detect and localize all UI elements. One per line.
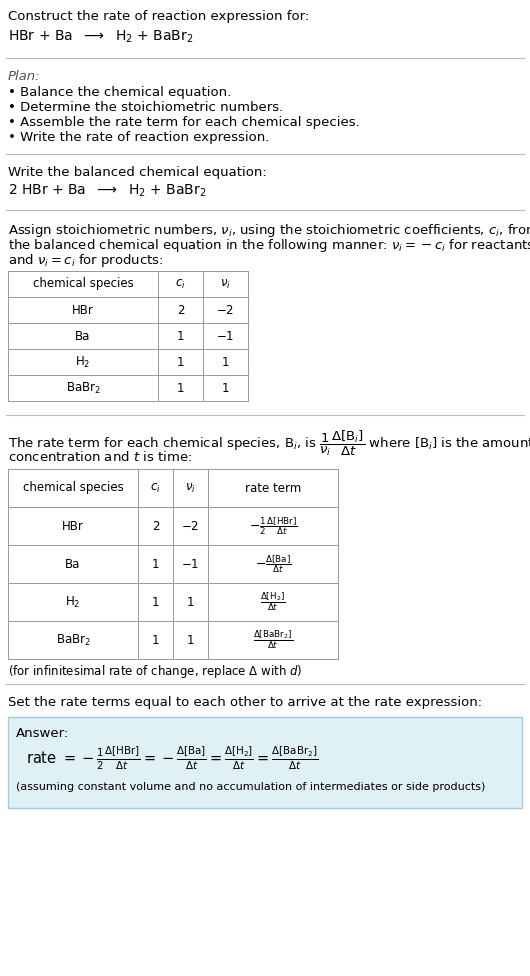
Text: 1: 1 [176, 330, 184, 343]
Text: $-2$: $-2$ [181, 519, 200, 533]
Text: $c_i$: $c_i$ [175, 277, 186, 291]
Text: Answer:: Answer: [16, 727, 69, 740]
Text: Ba: Ba [75, 330, 91, 343]
Text: BaBr$_2$: BaBr$_2$ [56, 632, 90, 647]
Text: 2 HBr + Ba  $\longrightarrow$  H$_2$ + BaBr$_2$: 2 HBr + Ba $\longrightarrow$ H$_2$ + BaB… [8, 183, 207, 199]
Text: Assign stoichiometric numbers, $\nu_i$, using the stoichiometric coefficients, $: Assign stoichiometric numbers, $\nu_i$, … [8, 222, 530, 239]
Text: $-1$: $-1$ [216, 330, 235, 343]
Text: 1: 1 [187, 633, 195, 646]
Text: Write the balanced chemical equation:: Write the balanced chemical equation: [8, 166, 267, 179]
Text: chemical species: chemical species [23, 481, 123, 495]
Text: The rate term for each chemical species, B$_i$, is $\dfrac{1}{\nu_i}\dfrac{\Delt: The rate term for each chemical species,… [8, 429, 530, 459]
Text: HBr: HBr [72, 304, 94, 316]
Text: chemical species: chemical species [33, 277, 134, 291]
Text: $\nu_i$: $\nu_i$ [220, 277, 231, 291]
Text: HBr + Ba  $\longrightarrow$  H$_2$ + BaBr$_2$: HBr + Ba $\longrightarrow$ H$_2$ + BaBr$… [8, 29, 193, 46]
Text: Ba: Ba [65, 557, 81, 571]
Text: rate $= -\frac{1}{2}\frac{\Delta[\mathrm{HBr}]}{\Delta t} = -\frac{\Delta[\mathr: rate $= -\frac{1}{2}\frac{\Delta[\mathrm… [26, 745, 319, 772]
Text: 2: 2 [152, 519, 159, 533]
Text: $\nu_i$: $\nu_i$ [185, 481, 196, 495]
Text: $-2$: $-2$ [216, 304, 235, 316]
Text: (for infinitesimal rate of change, replace $\Delta$ with $d$): (for infinitesimal rate of change, repla… [8, 663, 303, 680]
Text: concentration and $t$ is time:: concentration and $t$ is time: [8, 450, 192, 464]
Text: 1: 1 [222, 355, 229, 369]
Text: Set the rate terms equal to each other to arrive at the rate expression:: Set the rate terms equal to each other t… [8, 696, 482, 709]
Text: 1: 1 [176, 382, 184, 394]
Text: • Determine the stoichiometric numbers.: • Determine the stoichiometric numbers. [8, 101, 283, 114]
Text: (assuming constant volume and no accumulation of intermediates or side products): (assuming constant volume and no accumul… [16, 782, 485, 792]
Text: and $\nu_i = c_i$ for products:: and $\nu_i = c_i$ for products: [8, 252, 164, 269]
Text: 1: 1 [152, 595, 159, 608]
Text: • Assemble the rate term for each chemical species.: • Assemble the rate term for each chemic… [8, 116, 360, 129]
FancyBboxPatch shape [8, 717, 522, 808]
Text: H$_2$: H$_2$ [65, 594, 81, 610]
Text: $\frac{\Delta[\mathrm{BaBr_2}]}{\Delta t}$: $\frac{\Delta[\mathrm{BaBr_2}]}{\Delta t… [253, 629, 293, 651]
Text: BaBr$_2$: BaBr$_2$ [66, 381, 100, 395]
Text: 1: 1 [176, 355, 184, 369]
Text: Plan:: Plan: [8, 70, 41, 83]
Text: 1: 1 [152, 633, 159, 646]
Text: 2: 2 [176, 304, 184, 316]
Text: $-1$: $-1$ [181, 557, 200, 571]
Text: rate term: rate term [245, 481, 301, 495]
Text: the balanced chemical equation in the following manner: $\nu_i = -c_i$ for react: the balanced chemical equation in the fo… [8, 237, 530, 254]
Text: HBr: HBr [62, 519, 84, 533]
Text: $c_i$: $c_i$ [150, 481, 161, 495]
Text: • Balance the chemical equation.: • Balance the chemical equation. [8, 86, 231, 99]
Text: H$_2$: H$_2$ [75, 354, 91, 370]
Text: • Write the rate of reaction expression.: • Write the rate of reaction expression. [8, 131, 269, 144]
Text: Construct the rate of reaction expression for:: Construct the rate of reaction expressio… [8, 10, 309, 23]
Text: $\frac{\Delta[\mathrm{H_2}]}{\Delta t}$: $\frac{\Delta[\mathrm{H_2}]}{\Delta t}$ [260, 590, 286, 613]
Text: $-\frac{1}{2}\frac{\Delta[\mathrm{HBr}]}{\Delta t}$: $-\frac{1}{2}\frac{\Delta[\mathrm{HBr}]}… [249, 515, 297, 537]
Text: $-\frac{\Delta[\mathrm{Ba}]}{\Delta t}$: $-\frac{\Delta[\mathrm{Ba}]}{\Delta t}$ [255, 553, 292, 575]
Text: 1: 1 [152, 557, 159, 571]
Text: 1: 1 [187, 595, 195, 608]
Text: 1: 1 [222, 382, 229, 394]
